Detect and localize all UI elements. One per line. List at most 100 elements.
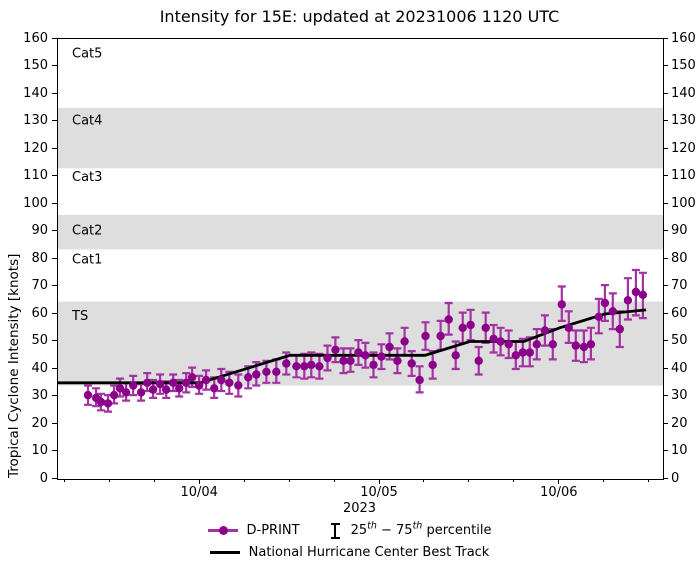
y-tick-label-right: 150 [671, 58, 696, 73]
data-point [300, 362, 309, 371]
y-tick-mark-right [663, 147, 668, 149]
y-tick-label-left: 140 [23, 85, 48, 101]
y-tick-label-right: 40 [671, 360, 688, 376]
data-point [244, 373, 253, 382]
y-tick-mark-left [52, 230, 57, 231]
x-minor-tick-mark [153, 479, 155, 482]
band-cat4 [58, 107, 663, 169]
data-point [474, 356, 483, 365]
data-point [518, 348, 527, 357]
legend-row-1: D-PRINT 25th − 75th percentile [207, 520, 492, 541]
y-tick-label-right: 50 [671, 333, 688, 348]
data-point [579, 342, 589, 352]
data-point [234, 381, 243, 390]
data-point [148, 385, 158, 394]
data-point [623, 296, 633, 305]
band-label-cat3: Cat3 [72, 170, 102, 185]
y-tick-mark-left [52, 450, 57, 451]
y-tick-mark-right [663, 257, 668, 259]
data-point [272, 367, 281, 376]
data-point [385, 342, 394, 352]
data-point [594, 312, 603, 321]
best-track-line [58, 308, 647, 385]
y-tick-mark-left [52, 312, 57, 314]
x-axis-label: 2023 [342, 501, 377, 516]
x-minor-tick-mark [423, 479, 425, 482]
data-point [586, 340, 596, 349]
y-tick-label-right: 60 [671, 305, 688, 321]
x-minor-tick-mark [648, 479, 650, 482]
y-tick-label-right: 160 [671, 30, 696, 46]
y-tick-label-right: 90 [671, 223, 688, 238]
y-tick-mark-left [52, 37, 57, 39]
y-tick-label-left: 160 [23, 30, 48, 46]
data-point [525, 348, 534, 357]
data-point [282, 359, 291, 368]
data-point [129, 381, 138, 390]
y-tick-label-left: 150 [23, 58, 48, 73]
y-tick-label-right: 110 [671, 168, 696, 183]
band-label-cat1: Cat1 [72, 253, 102, 268]
data-point [115, 384, 125, 393]
y-tick-label-left: 60 [31, 305, 48, 321]
y-tick-mark-left [52, 367, 57, 369]
y-tick-label-left: 110 [23, 168, 48, 183]
y-tick-mark-left [52, 65, 57, 66]
data-point [292, 362, 301, 371]
y-tick-mark-left [52, 395, 57, 396]
data-point [481, 323, 490, 332]
y-tick-mark-left [52, 92, 57, 94]
data-point [436, 331, 445, 341]
x-minor-tick-mark [513, 479, 515, 482]
data-point [143, 378, 152, 387]
y-tick-mark-right [663, 92, 668, 94]
data-point [121, 388, 131, 397]
data-point [182, 378, 191, 387]
y-tick-label-left: 70 [31, 278, 48, 293]
band-label-ts: TS [71, 309, 88, 324]
y-tick-mark-right [663, 37, 668, 39]
data-point [631, 287, 641, 297]
data-point [504, 340, 513, 349]
y-tick-mark-left [52, 147, 57, 149]
besttrack-line-icon [209, 551, 240, 554]
data-point [428, 360, 437, 370]
data-point [571, 341, 580, 350]
legend: D-PRINT 25th − 75th percentile National … [0, 520, 699, 563]
data-point [201, 375, 211, 385]
y-tick-mark-left [52, 340, 57, 341]
data-point [194, 381, 204, 390]
y-tick-mark-right [663, 65, 668, 66]
data-point [451, 351, 460, 360]
y-tick-mark-right [663, 395, 668, 396]
y-tick-mark-right [663, 312, 668, 314]
data-point [564, 323, 573, 332]
band-cat2 [58, 215, 663, 250]
y-tick-label-left: 120 [23, 140, 48, 156]
data-point [511, 351, 520, 360]
y-tick-mark-left [52, 120, 57, 121]
x-minor-tick-mark [288, 479, 290, 482]
x-minor-tick-mark [333, 479, 335, 482]
x-tick-label: 10/05 [360, 485, 398, 500]
y-tick-mark-left [52, 477, 57, 479]
data-point [407, 359, 416, 368]
x-minor-tick-mark [603, 479, 605, 482]
y-tick-label-right: 130 [671, 113, 696, 128]
plot-area: Cat5 Cat4 Cat3 Cat2 Cat1 TS [57, 38, 664, 480]
data-point [323, 353, 332, 363]
data-point [540, 326, 550, 335]
y-tick-label-left: 40 [31, 360, 48, 376]
y-tick-mark-left [52, 175, 57, 176]
y-tick-label-right: 100 [671, 195, 696, 211]
data-point [83, 390, 93, 400]
data-point [315, 362, 324, 371]
y-tick-label-left: 30 [31, 388, 48, 403]
data-point [600, 298, 610, 308]
data-point [262, 367, 271, 376]
y-tick-mark-right [663, 202, 668, 204]
legend-percentile-label: 25th − 75th percentile [350, 520, 492, 538]
y-tick-mark-left [52, 285, 57, 286]
data-point [346, 356, 355, 365]
data-point [466, 320, 475, 330]
